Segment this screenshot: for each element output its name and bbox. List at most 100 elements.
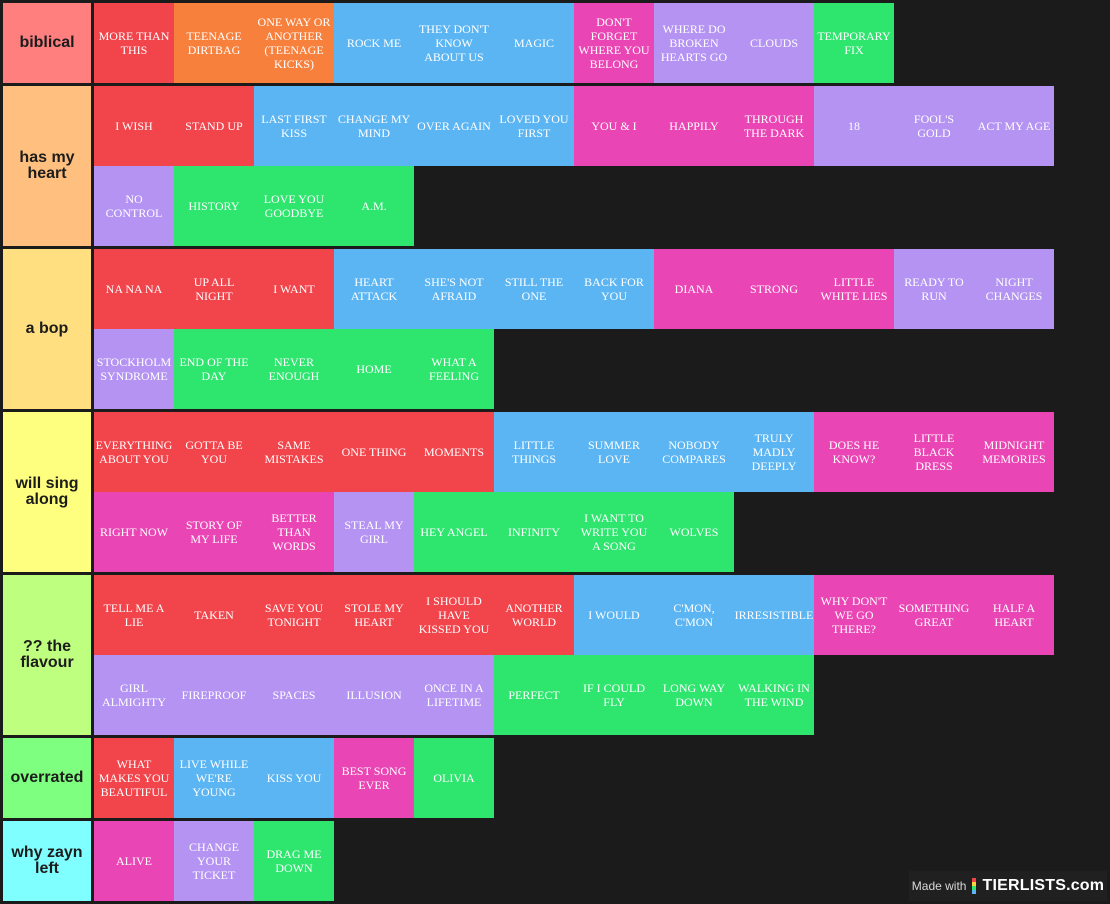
- made-with-badge[interactable]: Made with TIERLISTS.com: [909, 871, 1107, 901]
- tier-item[interactable]: ALIVE: [94, 821, 174, 901]
- tier-item[interactable]: LITTLE THINGS: [494, 412, 574, 492]
- tier-item[interactable]: INFINITY: [494, 492, 574, 572]
- tier-item[interactable]: STOLE MY HEART: [334, 575, 414, 655]
- tier-item[interactable]: DON'T FORGET WHERE YOU BELONG: [574, 3, 654, 83]
- tier-item[interactable]: ONE WAY OR ANOTHER (TEENAGE KICKS): [254, 3, 334, 83]
- tier-item[interactable]: IF I COULD FLY: [574, 655, 654, 735]
- tier-item[interactable]: TRULY MADLY DEEPLY: [734, 412, 814, 492]
- tier-item[interactable]: RIGHT NOW: [94, 492, 174, 572]
- tier-item[interactable]: ONCE IN A LIFETIME: [414, 655, 494, 735]
- tier-item[interactable]: ILLUSION: [334, 655, 414, 735]
- tier-item[interactable]: WHERE DO BROKEN HEARTS GO: [654, 3, 734, 83]
- tier-item[interactable]: PERFECT: [494, 655, 574, 735]
- tier-item[interactable]: TELL ME A LIE: [94, 575, 174, 655]
- tier-item[interactable]: CLOUDS: [734, 3, 814, 83]
- tier-item[interactable]: EVERYTHING ABOUT YOU: [94, 412, 174, 492]
- tier-item[interactable]: NA NA NA: [94, 249, 174, 329]
- tier-item[interactable]: HOME: [334, 329, 414, 409]
- tier-item[interactable]: DOES HE KNOW?: [814, 412, 894, 492]
- tier-item[interactable]: I WOULD: [574, 575, 654, 655]
- tier-item[interactable]: TAKEN: [174, 575, 254, 655]
- tier-item[interactable]: 18: [814, 86, 894, 166]
- tier-item[interactable]: ACT MY AGE: [974, 86, 1054, 166]
- tier-item[interactable]: NEVER ENOUGH: [254, 329, 334, 409]
- tier-item[interactable]: A.M.: [334, 166, 414, 246]
- tier-item[interactable]: FIREPROOF: [174, 655, 254, 735]
- tier-item[interactable]: MIDNIGHT MEMORIES: [974, 412, 1054, 492]
- tier-item[interactable]: I WANT: [254, 249, 334, 329]
- tier-item[interactable]: THROUGH THE DARK: [734, 86, 814, 166]
- tier-label[interactable]: ?? the flavour: [3, 575, 91, 735]
- tier-item[interactable]: ONE THING: [334, 412, 414, 492]
- tier-item[interactable]: TEENAGE DIRTBAG: [174, 3, 254, 83]
- tier-item[interactable]: LITTLE WHITE LIES: [814, 249, 894, 329]
- tier-item[interactable]: KISS YOU: [254, 738, 334, 818]
- tier-label[interactable]: a bop: [3, 249, 91, 409]
- tier-item[interactable]: LOVE YOU GOODBYE: [254, 166, 334, 246]
- tier-item[interactable]: SUMMER LOVE: [574, 412, 654, 492]
- tier-item[interactable]: MAGIC: [494, 3, 574, 83]
- tier-label[interactable]: why zayn left: [3, 821, 91, 901]
- tier-item[interactable]: ANOTHER WORLD: [494, 575, 574, 655]
- tier-item[interactable]: WHAT A FEELING: [414, 329, 494, 409]
- tier-item[interactable]: DIANA: [654, 249, 734, 329]
- tier-item[interactable]: HEART ATTACK: [334, 249, 414, 329]
- tier-item[interactable]: STILL THE ONE: [494, 249, 574, 329]
- tier-item[interactable]: SHE'S NOT AFRAID: [414, 249, 494, 329]
- tier-item[interactable]: CHANGE MY MIND: [334, 86, 414, 166]
- tier-item[interactable]: THEY DON'T KNOW ABOUT US: [414, 3, 494, 83]
- tier-item[interactable]: MOMENTS: [414, 412, 494, 492]
- tier-item[interactable]: I WANT TO WRITE YOU A SONG: [574, 492, 654, 572]
- tier-item[interactable]: WHAT MAKES YOU BEAUTIFUL: [94, 738, 174, 818]
- tier-item[interactable]: GIRL ALMIGHTY: [94, 655, 174, 735]
- tier-item[interactable]: SOMETHING GREAT: [894, 575, 974, 655]
- tier-item[interactable]: LITTLE BLACK DRESS: [894, 412, 974, 492]
- tier-item[interactable]: STRONG: [734, 249, 814, 329]
- tier-item[interactable]: BACK FOR YOU: [574, 249, 654, 329]
- tier-item[interactable]: I WISH: [94, 86, 174, 166]
- tier-label[interactable]: will sing along: [3, 412, 91, 572]
- tier-item[interactable]: BETTER THAN WORDS: [254, 492, 334, 572]
- tier-label[interactable]: biblical: [3, 3, 91, 83]
- tier-item[interactable]: C'MON, C'MON: [654, 575, 734, 655]
- tier-item[interactable]: STOCKHOLM SYNDROME: [94, 329, 174, 409]
- tier-item[interactable]: HISTORY: [174, 166, 254, 246]
- tier-item[interactable]: DRAG ME DOWN: [254, 821, 334, 901]
- tier-item[interactable]: OVER AGAIN: [414, 86, 494, 166]
- tier-item[interactable]: NIGHT CHANGES: [974, 249, 1054, 329]
- tier-item[interactable]: MORE THAN THIS: [94, 3, 174, 83]
- tier-item[interactable]: WALKING IN THE WIND: [734, 655, 814, 735]
- tier-label[interactable]: overrated: [3, 738, 91, 818]
- tier-item[interactable]: SAVE YOU TONIGHT: [254, 575, 334, 655]
- tier-item[interactable]: YOU & I: [574, 86, 654, 166]
- tier-item[interactable]: HALF A HEART: [974, 575, 1054, 655]
- tier-item[interactable]: STEAL MY GIRL: [334, 492, 414, 572]
- tier-item[interactable]: STORY OF MY LIFE: [174, 492, 254, 572]
- tier-item[interactable]: NO CONTROL: [94, 166, 174, 246]
- tier-item[interactable]: LONG WAY DOWN: [654, 655, 734, 735]
- tier-item[interactable]: LAST FIRST KISS: [254, 86, 334, 166]
- tier-item[interactable]: CHANGE YOUR TICKET: [174, 821, 254, 901]
- tier-item[interactable]: NOBODY COMPARES: [654, 412, 734, 492]
- tier-item[interactable]: I SHOULD HAVE KISSED YOU: [414, 575, 494, 655]
- tier-item[interactable]: WOLVES: [654, 492, 734, 572]
- tier-item[interactable]: LOVED YOU FIRST: [494, 86, 574, 166]
- tier-item[interactable]: HEY ANGEL: [414, 492, 494, 572]
- tier-item[interactable]: WHY DON'T WE GO THERE?: [814, 575, 894, 655]
- tier-item[interactable]: SAME MISTAKES: [254, 412, 334, 492]
- tier-item[interactable]: LIVE WHILE WE'RE YOUNG: [174, 738, 254, 818]
- tier-label[interactable]: has my heart: [3, 86, 91, 246]
- tier-item[interactable]: GOTTA BE YOU: [174, 412, 254, 492]
- tier-item[interactable]: ROCK ME: [334, 3, 414, 83]
- tier-item[interactable]: BEST SONG EVER: [334, 738, 414, 818]
- tier-item[interactable]: READY TO RUN: [894, 249, 974, 329]
- tier-item[interactable]: END OF THE DAY: [174, 329, 254, 409]
- tier-item[interactable]: SPACES: [254, 655, 334, 735]
- tier-item[interactable]: IRRESISTIBLE: [734, 575, 814, 655]
- tier-item[interactable]: STAND UP: [174, 86, 254, 166]
- tier-item[interactable]: FOOL'S GOLD: [894, 86, 974, 166]
- tier-item[interactable]: UP ALL NIGHT: [174, 249, 254, 329]
- tier-item[interactable]: HAPPILY: [654, 86, 734, 166]
- tier-item[interactable]: TEMPORARY FIX: [814, 3, 894, 83]
- tier-item[interactable]: OLIVIA: [414, 738, 494, 818]
